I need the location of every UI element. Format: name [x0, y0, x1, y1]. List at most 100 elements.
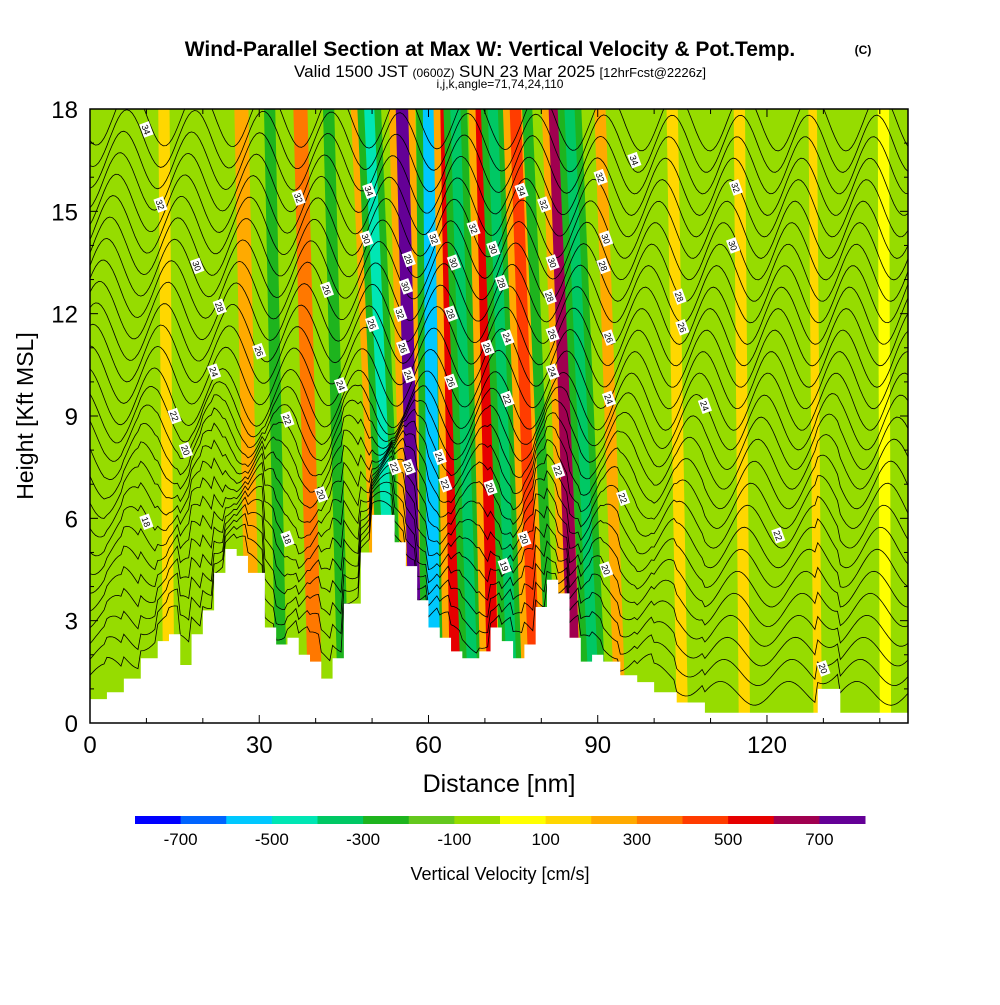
theta-label: 28 [672, 288, 687, 305]
theta-label-text: 22 [771, 529, 784, 542]
theta-label-text: 24 [433, 451, 446, 464]
colorbar-swatch [819, 816, 866, 824]
velocity-band [509, 109, 542, 723]
colorbar-swatch [591, 816, 638, 824]
theta-label-text: 24 [698, 400, 711, 413]
theta-label-text: 20 [518, 533, 531, 546]
theta-contour-line [90, 500, 908, 706]
valid-line: Valid 1500 JST (0600Z) SUN 23 Mar 2025 [… [294, 62, 706, 81]
theta-label-text: 20 [484, 481, 497, 494]
theta-label-text: 32 [729, 181, 742, 194]
colorbar-label: Vertical Velocity [cm/s] [410, 864, 589, 884]
theta-label: 24 [500, 329, 515, 346]
theta-label-text: 22 [551, 464, 564, 477]
theta-label: 18 [139, 513, 154, 531]
theta-label-text: 26 [444, 376, 457, 389]
theta-label: 28 [596, 257, 611, 275]
theta-contour-line [90, 323, 908, 388]
theta-label: 30 [398, 278, 414, 295]
theta-contours [90, 109, 908, 706]
theta-label: 22 [387, 458, 402, 476]
forecast-info: [12hrFcst@2226z] [600, 65, 706, 80]
colorbar-swatch [408, 816, 455, 824]
theta-label: 28 [443, 305, 459, 322]
theta-label-text: 22 [616, 492, 629, 505]
theta-label: 26 [364, 315, 380, 333]
theta-label: 24 [545, 363, 560, 380]
colorbar-swatch [226, 816, 273, 824]
theta-label-text: 26 [481, 342, 494, 355]
colorbar-swatch [271, 816, 318, 824]
colorbar-tick-label: 700 [805, 830, 833, 849]
theta-label-text: 32 [292, 191, 305, 204]
theta-label-text: 28 [596, 260, 609, 273]
valid-time: Valid 1500 JST [294, 62, 408, 81]
theta-label-text: 28 [213, 301, 226, 314]
theta-label: 20 [816, 660, 831, 677]
theta-label: 18 [280, 530, 295, 548]
theta-label-text: 30 [726, 239, 739, 252]
grid-indices: i,j,k,angle=71,74,24,110 [437, 77, 564, 91]
theta-label-text: 20 [179, 444, 192, 457]
theta-contour-line [90, 445, 908, 569]
velocity-band [697, 109, 720, 723]
theta-label: 20 [314, 486, 329, 503]
theta-label-text: 28 [495, 277, 508, 290]
y-axis-label: Height [Kft MSL] [12, 332, 38, 499]
x-tick-label: 90 [584, 732, 611, 759]
y-tick-label: 6 [65, 506, 78, 533]
theta-label-text: 24 [402, 369, 415, 382]
theta-label: 24 [401, 366, 416, 384]
theta-label: 34 [139, 121, 154, 138]
theta-contour-line [90, 173, 908, 238]
theta-label: 22 [616, 489, 631, 507]
colorbar-swatch [454, 816, 501, 824]
velocity-band [564, 109, 600, 723]
theta-contour-line [90, 237, 908, 302]
colorbar-tick-label: 300 [623, 830, 651, 849]
theta-label-text: 24 [501, 331, 514, 344]
copyright-mark: (C) [855, 43, 872, 57]
theta-contour-line [90, 345, 908, 410]
plot-area: 3432323028262422201818222026243026342232… [90, 109, 908, 723]
y-tick-label: 0 [65, 711, 78, 738]
theta-label: 30 [599, 230, 614, 247]
valid-date: SUN 23 Mar 2025 [459, 62, 595, 81]
theta-label: 26 [675, 319, 690, 336]
theta-label-text: 20 [816, 662, 829, 675]
theta-label: 32 [593, 168, 608, 186]
x-tick-label: 0 [83, 732, 96, 759]
theta-label: 22 [771, 527, 786, 544]
terrain-mask [90, 514, 908, 723]
theta-label: 26 [252, 342, 267, 360]
x-tick-label: 30 [246, 732, 273, 759]
theta-label: 20 [483, 479, 498, 496]
theta-label: 24 [432, 448, 447, 466]
theta-contour-line [90, 394, 908, 471]
theta-label: 28 [212, 298, 227, 316]
theta-label-text: 28 [543, 290, 556, 303]
theta-label-text: 22 [388, 461, 401, 474]
theta-label: 24 [333, 377, 349, 394]
theta-label-text: 32 [467, 222, 480, 235]
theta-label-text: 32 [537, 198, 550, 211]
velocity-band [633, 109, 663, 723]
theta-label: 26 [443, 373, 459, 391]
theta-label-text: 20 [402, 461, 415, 474]
y-tick-label: 12 [51, 302, 78, 329]
theta-label-text: 24 [334, 379, 347, 392]
theta-label: 34 [514, 182, 529, 200]
colorbar-swatch [545, 816, 592, 824]
theta-label-text: 30 [399, 280, 412, 293]
theta-label: 26 [480, 339, 495, 357]
valid-zulu: (0600Z) [413, 66, 455, 80]
colorbar-swatch [500, 816, 547, 824]
theta-contour-line [90, 381, 908, 451]
colorbar-swatch [636, 816, 683, 824]
theta-label-text: 26 [365, 318, 378, 331]
theta-label: 32 [466, 220, 481, 237]
colorbar-swatch [363, 816, 410, 824]
y-tick-label: 15 [51, 199, 78, 226]
theta-label: 28 [401, 250, 416, 268]
theta-contour-line [90, 437, 908, 549]
